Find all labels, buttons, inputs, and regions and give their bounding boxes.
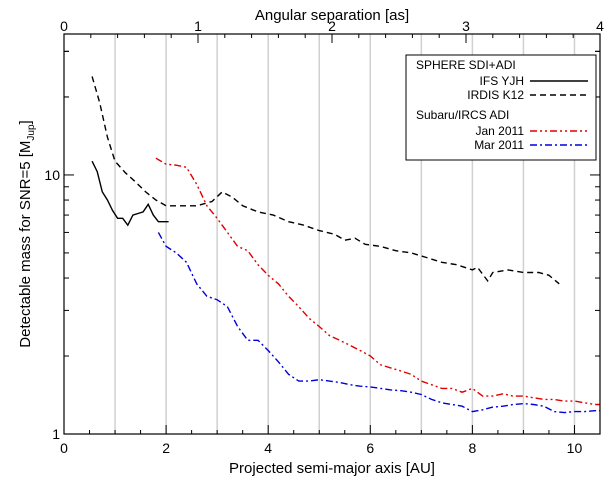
x-tick-label: 6 [366,440,374,456]
x-tick-label: 2 [162,440,170,456]
legend-group-title: Subaru/IRCS ADI [416,108,509,122]
x-tick-label: 0 [60,440,68,456]
series-line-3 [157,232,600,414]
legend-group-title: SPHERE SDI+ADI [416,58,516,72]
x2-tick-label: 3 [462,18,470,34]
y-axis-title: Detectable mass for SNR=5 [MJup] [17,120,37,347]
y-tick-label: 1 [52,426,60,442]
legend-entry-label: Jan 2011 [476,124,525,138]
legend-entry-label: IRDIS K12 [467,88,524,102]
x-axis-title: Projected semi-major axis [AU] [229,460,435,477]
x2-tick-label: 2 [328,18,336,34]
legend-box [405,54,597,161]
series-line-0 [91,160,169,227]
legend-entry-label: IFS YJH [480,74,524,88]
x2-tick-label: 4 [596,18,604,34]
series-lines [91,76,600,414]
x-tick-label: 10 [567,440,583,456]
x2-tick-label: 1 [194,18,202,34]
x-tick-label: 8 [468,440,476,456]
x2-axis-title: Angular separation [as] [255,7,409,24]
x2-tick-label: 0 [60,18,68,34]
legend-entry-label: Mar 2011 [474,138,524,152]
series-line-2 [155,157,600,406]
series-line-1 [91,76,560,285]
x-tick-label: 4 [264,440,272,456]
y-tick-label: 10 [44,167,60,183]
